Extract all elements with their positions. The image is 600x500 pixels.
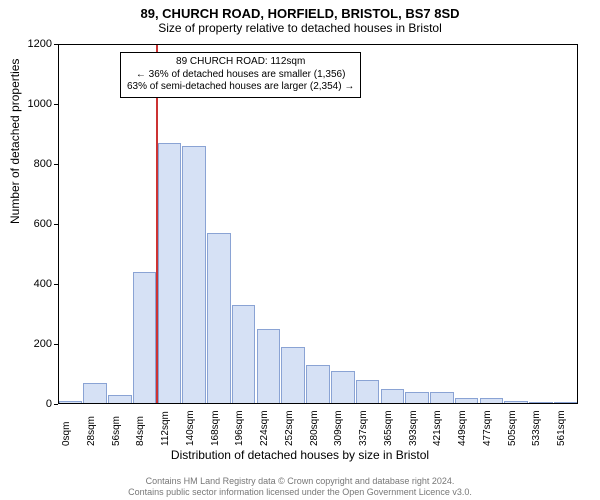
x-tick-label: 280sqm <box>309 410 320 446</box>
x-tick-label: 84sqm <box>135 416 146 446</box>
bar <box>529 402 553 404</box>
bar <box>257 329 281 404</box>
x-tick-label: 56sqm <box>111 416 122 446</box>
bar <box>182 146 206 404</box>
x-tick-label: 477sqm <box>482 410 493 446</box>
x-tick-label: 337sqm <box>358 410 369 446</box>
bar <box>83 383 107 404</box>
x-tick-label: 224sqm <box>259 410 270 446</box>
x-axis-label: Distribution of detached houses by size … <box>0 448 600 462</box>
annotation-box: 89 CHURCH ROAD: 112sqm← 36% of detached … <box>120 52 361 98</box>
bar <box>59 401 83 404</box>
bar <box>430 392 454 404</box>
annotation-line: 63% of semi-detached houses are larger (… <box>127 81 354 94</box>
x-tick-label: 393sqm <box>408 410 419 446</box>
x-tick-label: 252sqm <box>284 410 295 446</box>
y-tick-label: 1000 <box>12 98 52 110</box>
x-tick-label: 112sqm <box>160 411 171 446</box>
x-tick-label: 309sqm <box>333 410 344 446</box>
y-tick-label: 600 <box>12 218 52 230</box>
y-tick-label: 400 <box>12 278 52 290</box>
x-tick-label: 196sqm <box>234 410 245 446</box>
bar <box>108 395 132 404</box>
x-tick-label: 421sqm <box>432 410 443 446</box>
bar <box>405 392 429 404</box>
chart-subtitle: Size of property relative to detached ho… <box>0 21 600 39</box>
plot-area: 0200400600800100012000sqm28sqm56sqm84sqm… <box>58 44 578 404</box>
chart-container: 89, CHURCH ROAD, HORFIELD, BRISTOL, BS7 … <box>0 0 600 500</box>
x-tick-label: 533sqm <box>531 410 542 446</box>
credits: Contains HM Land Registry data © Crown c… <box>0 476 600 498</box>
y-tick-label: 0 <box>12 398 52 410</box>
marker-line <box>156 44 158 404</box>
bar <box>133 272 157 404</box>
bar <box>232 305 256 404</box>
bar <box>504 401 528 404</box>
credits-line-1: Contains HM Land Registry data © Crown c… <box>0 476 600 487</box>
bar <box>281 347 305 404</box>
x-tick-label: 561sqm <box>556 410 567 446</box>
y-tick-label: 800 <box>12 158 52 170</box>
x-tick-label: 0sqm <box>61 422 72 446</box>
chart-title: 89, CHURCH ROAD, HORFIELD, BRISTOL, BS7 … <box>0 0 600 21</box>
credits-line-2: Contains public sector information licen… <box>0 487 600 498</box>
x-tick-label: 28sqm <box>86 416 97 446</box>
x-tick-label: 140sqm <box>185 410 196 446</box>
annotation-line: 89 CHURCH ROAD: 112sqm <box>127 56 354 69</box>
bar <box>554 402 578 404</box>
y-tick-label: 1200 <box>12 38 52 50</box>
y-tick-label: 200 <box>12 338 52 350</box>
x-tick-label: 449sqm <box>457 410 468 446</box>
bar <box>455 398 479 404</box>
x-tick-label: 505sqm <box>507 410 518 446</box>
bar <box>331 371 355 404</box>
bar <box>306 365 330 404</box>
annotation-line: ← 36% of detached houses are smaller (1,… <box>127 69 354 82</box>
bar <box>480 398 504 404</box>
bar <box>207 233 231 404</box>
y-axis-label: Number of detached properties <box>8 59 22 224</box>
bar <box>381 389 405 404</box>
bar <box>356 380 380 404</box>
bar <box>158 143 182 404</box>
x-tick-label: 168sqm <box>210 410 221 446</box>
x-tick-label: 365sqm <box>383 410 394 446</box>
